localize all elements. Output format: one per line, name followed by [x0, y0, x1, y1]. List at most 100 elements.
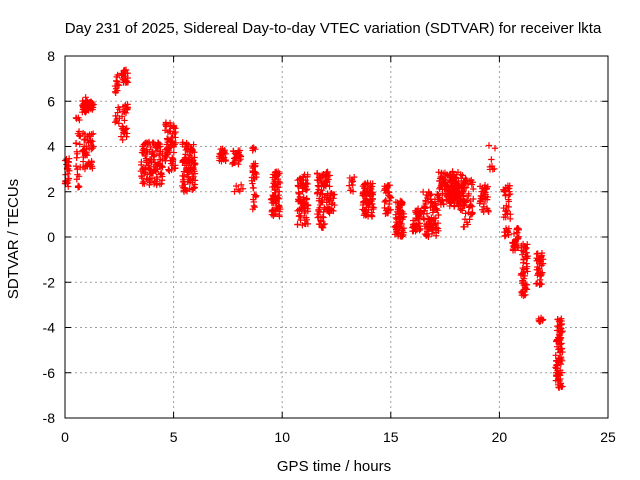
- data-point: [351, 173, 358, 181]
- axis-ticks: 0 5 10 15 20 25 -8 -6 -4 -2 0 2 4 6 8: [43, 48, 616, 445]
- data-point: [325, 176, 332, 183]
- y-tick-label: 6: [47, 93, 55, 109]
- data-point: [523, 249, 530, 256]
- y-tick-label: 2: [47, 184, 55, 200]
- data-point: [111, 119, 119, 126]
- data-point: [190, 173, 197, 181]
- data-point: [369, 180, 376, 187]
- data-point: [158, 180, 165, 187]
- data-point: [272, 210, 279, 217]
- data-point: [276, 195, 283, 203]
- data-point: [73, 148, 81, 155]
- data-point: [522, 291, 529, 299]
- data-point: [346, 182, 353, 189]
- data-point: [428, 191, 435, 198]
- y-tick-label: 8: [47, 48, 55, 64]
- data-point: [72, 162, 80, 170]
- data-point: [122, 66, 130, 74]
- data-point: [524, 241, 531, 248]
- data-point: [190, 141, 197, 148]
- data-point: [320, 221, 327, 228]
- data-point: [253, 170, 260, 178]
- data-point: [459, 181, 466, 189]
- data-point: [276, 170, 283, 177]
- data-point: [251, 204, 258, 211]
- data-point: [417, 225, 424, 233]
- data-point: [506, 190, 514, 198]
- data-point: [387, 206, 394, 213]
- grid-lines: [65, 56, 608, 418]
- y-tick-label: -2: [43, 274, 56, 290]
- data-point: [515, 226, 522, 234]
- data-point: [146, 166, 153, 173]
- data-point: [524, 268, 531, 275]
- data-point: [505, 203, 512, 211]
- data-point: [303, 186, 311, 193]
- data-point: [439, 197, 446, 204]
- data-point: [520, 275, 528, 282]
- data-point: [510, 230, 518, 237]
- data-point: [147, 179, 154, 186]
- data-point: [90, 101, 97, 108]
- data-point: [65, 155, 73, 162]
- data-point: [192, 160, 199, 168]
- data-point: [457, 206, 464, 213]
- x-tick-label: 0: [61, 429, 69, 445]
- data-point: [433, 224, 440, 231]
- data-point: [112, 112, 119, 120]
- data-point: [467, 202, 475, 209]
- data-point: [432, 232, 440, 239]
- data-point: [117, 133, 125, 140]
- data-point: [349, 178, 357, 185]
- data-point: [76, 141, 83, 148]
- data-point: [114, 87, 121, 94]
- data-point: [113, 78, 121, 85]
- data-point: [90, 143, 97, 150]
- data-point: [538, 280, 545, 288]
- data-point: [250, 202, 258, 210]
- data-point: [455, 201, 463, 209]
- data-point: [77, 133, 84, 140]
- data-point: [304, 171, 311, 179]
- data-point: [480, 200, 488, 208]
- data-point: [191, 161, 198, 169]
- data-point: [462, 184, 470, 191]
- data-point: [304, 220, 312, 228]
- y-tick-label: 0: [47, 229, 55, 245]
- data-point: [519, 251, 526, 258]
- data-point: [121, 117, 128, 124]
- y-tick-label: 4: [47, 139, 55, 155]
- x-axis-label: GPS time / hours: [277, 458, 391, 475]
- data-point: [252, 192, 260, 199]
- data-point: [469, 210, 476, 217]
- data-point: [89, 104, 97, 111]
- y-tick-label: -4: [43, 320, 56, 336]
- data-point: [122, 126, 129, 133]
- x-tick-label: 10: [274, 429, 290, 445]
- data-point: [179, 139, 186, 146]
- data-point: [237, 153, 245, 160]
- data-point: [558, 369, 566, 376]
- data-point: [470, 185, 477, 193]
- data-point: [159, 164, 166, 171]
- data-point: [557, 353, 565, 361]
- data-point: [303, 216, 311, 224]
- data-point: [434, 219, 442, 227]
- data-point: [514, 244, 522, 251]
- data-point: [416, 226, 423, 234]
- data-point: [491, 165, 498, 173]
- data-point: [89, 165, 96, 172]
- data-point: [318, 187, 325, 194]
- data-point: [158, 169, 165, 177]
- data-point: [122, 109, 130, 117]
- data-point: [412, 228, 419, 235]
- data-point: [501, 187, 508, 194]
- data-point: [252, 160, 259, 167]
- data-point: [154, 166, 161, 173]
- data-point: [464, 221, 472, 228]
- data-point: [539, 316, 547, 323]
- data-point: [384, 210, 392, 217]
- data-point: [469, 179, 477, 186]
- data-point: [304, 208, 312, 215]
- data-point: [485, 142, 493, 149]
